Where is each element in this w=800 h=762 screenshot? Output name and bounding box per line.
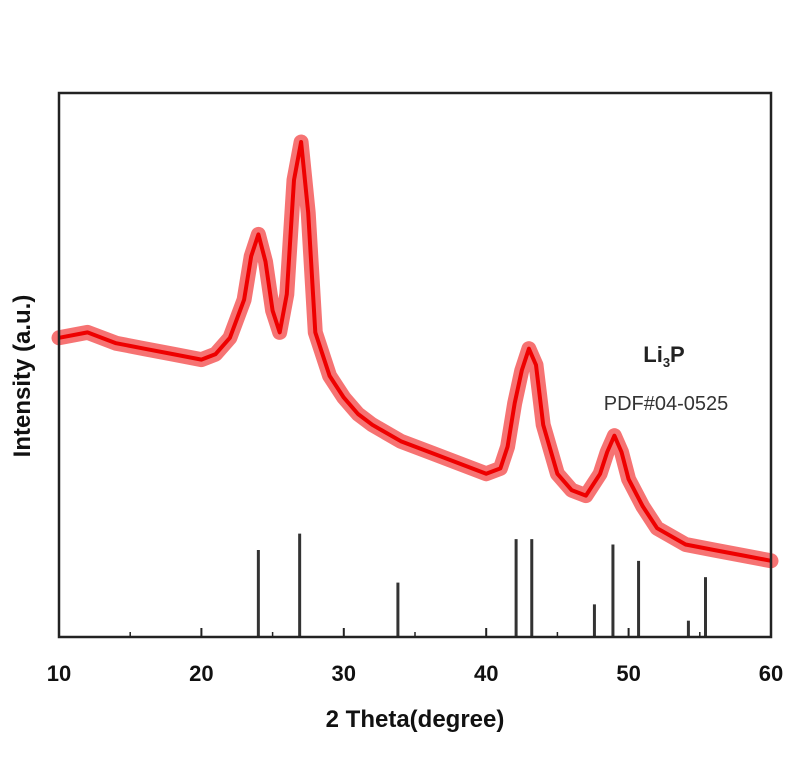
x-axis-title: 2 Theta(degree) <box>326 706 505 733</box>
x-tick-label: 50 <box>616 661 640 686</box>
xrd-pattern-series <box>58 140 772 563</box>
reference-formula-main: Li <box>643 342 663 367</box>
x-tick-label: 30 <box>332 661 356 686</box>
x-tick-label: 10 <box>47 661 71 686</box>
reference-formula: Li3P <box>643 342 684 370</box>
x-tick-label: 20 <box>189 661 213 686</box>
x-axis-ticks: 10 20 30 40 50 60 <box>47 628 783 686</box>
x-tick-label: 40 <box>474 661 498 686</box>
reference-formula-end: P <box>670 342 685 367</box>
plot-area <box>51 134 779 569</box>
reference-formula-subscript: 3 <box>663 355 670 370</box>
x-tick-label: 60 <box>759 661 783 686</box>
y-axis-title: Intensity (a.u.) <box>9 295 36 458</box>
reference-pattern <box>256 533 707 637</box>
reference-pdf-label: PDF#04-0525 <box>604 393 729 415</box>
